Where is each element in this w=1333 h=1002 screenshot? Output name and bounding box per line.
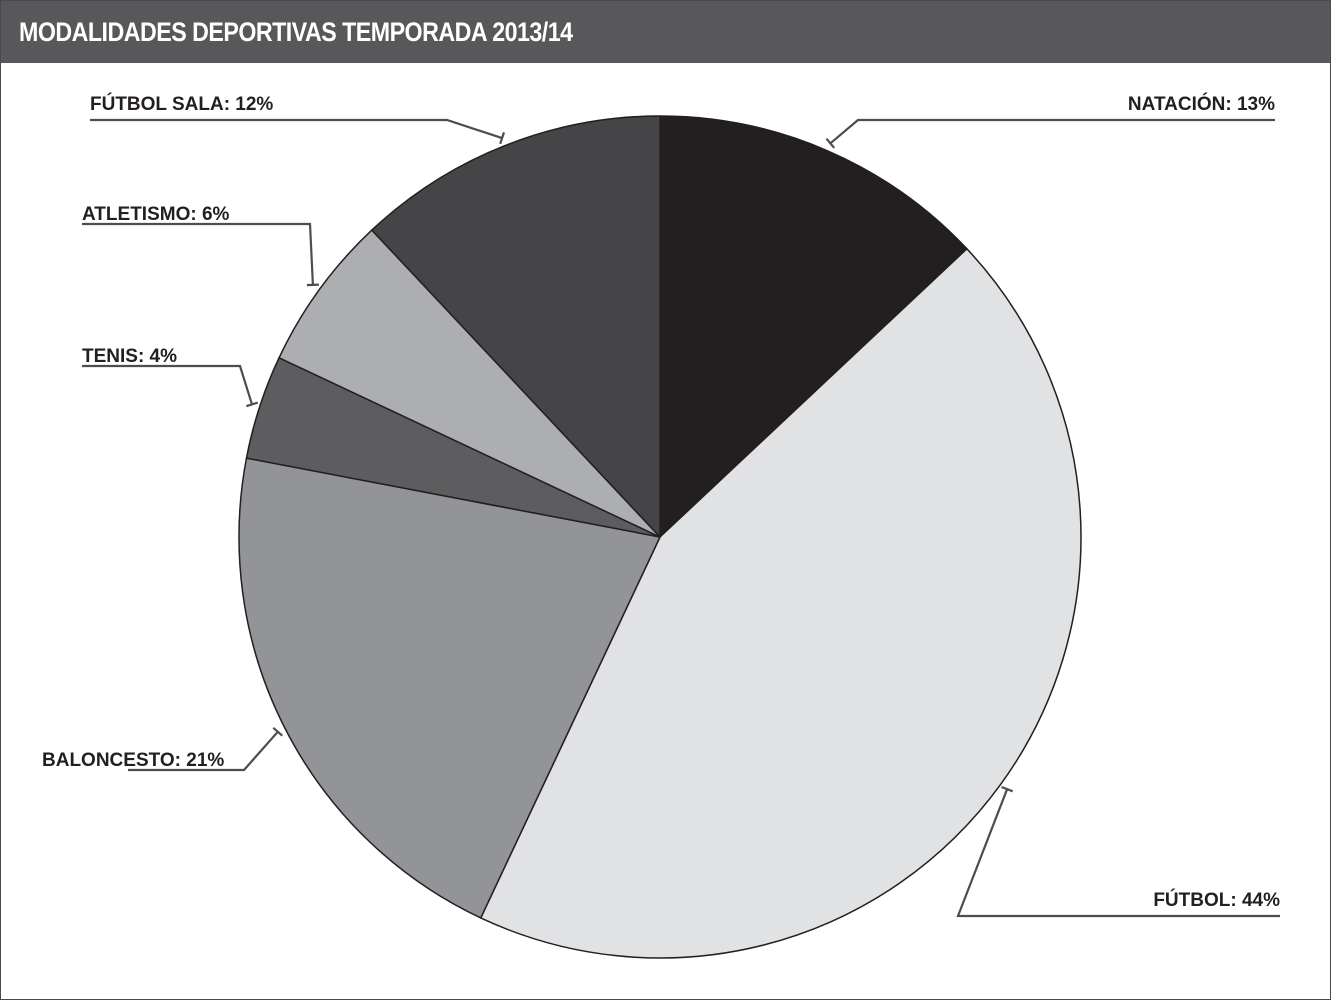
leader-tick-natacion bbox=[825, 137, 836, 149]
slice-label-atletismo: ATLETISMO: 6% bbox=[82, 204, 230, 225]
leader-tick-atletismo bbox=[306, 283, 319, 287]
pie-slice-baloncesto bbox=[238, 457, 661, 919]
chart-title-bar: MODALIDADES DEPORTIVAS TEMPORADA 2013/14 bbox=[1, 1, 1330, 63]
slice-label-natacion: NATACIÓN: 13% bbox=[1128, 93, 1275, 115]
leader-tick-tenis bbox=[245, 401, 259, 408]
leader-tick-futbol-sala bbox=[499, 132, 506, 145]
pie-slices bbox=[238, 115, 1082, 959]
leader-line-futbol-sala bbox=[90, 118, 503, 140]
leader-line-tenis bbox=[82, 364, 254, 405]
pie-slice-natacion bbox=[659, 115, 968, 538]
leader-line-natacion bbox=[829, 118, 1275, 145]
pie-slice-futbol-sala bbox=[371, 115, 661, 538]
slice-labels: NATACIÓN: 13% FÚTBOL: 44% BALONCESTO: 21% T… bbox=[42, 93, 1280, 911]
chart-title: MODALIDADES DEPORTIVAS TEMPORADA 2013/14 bbox=[19, 17, 573, 47]
pie-slice-atletismo bbox=[278, 229, 661, 538]
slice-label-baloncesto: BALONCESTO: 21% bbox=[42, 750, 224, 771]
leader-tick-baloncesto bbox=[272, 726, 284, 737]
leader-lines bbox=[82, 118, 1280, 918]
leader-line-futbol bbox=[956, 788, 1280, 918]
slice-label-futbol-sala: FÚTBOL SALA: 12% bbox=[90, 93, 273, 115]
pie-slice-futbol bbox=[480, 248, 1082, 959]
leader-line-baloncesto bbox=[128, 731, 279, 772]
leader-tick-futbol bbox=[1001, 785, 1014, 793]
slice-label-tenis: TENIS: 4% bbox=[82, 346, 177, 367]
leader-line-atletismo bbox=[82, 222, 314, 285]
slice-label-futbol: FÚTBOL: 44% bbox=[1153, 889, 1280, 911]
